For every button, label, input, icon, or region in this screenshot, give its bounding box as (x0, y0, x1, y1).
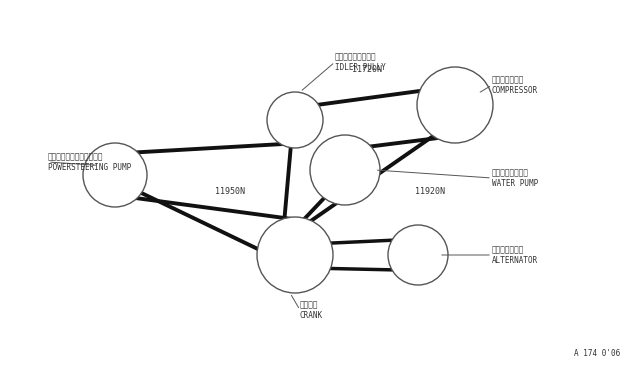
Text: アイドラープーリー: アイドラープーリー (335, 52, 376, 61)
Text: 11920N: 11920N (415, 187, 445, 196)
Circle shape (310, 135, 380, 205)
Text: パワーステアリングポンプ: パワーステアリングポンプ (48, 152, 104, 161)
Text: COMPRESSOR: COMPRESSOR (492, 86, 538, 95)
Text: 11720N: 11720N (352, 65, 382, 74)
Text: ALTERNATOR: ALTERNATOR (492, 256, 538, 265)
Text: 11950N: 11950N (215, 187, 245, 196)
Text: ウォーターポンプ: ウォーターポンプ (492, 168, 529, 177)
Text: CRANK: CRANK (300, 311, 323, 320)
Text: A 174 0'06: A 174 0'06 (573, 349, 620, 358)
Circle shape (417, 67, 493, 143)
Circle shape (388, 225, 448, 285)
Text: WATER PUMP: WATER PUMP (492, 179, 538, 188)
Text: コンプレッサー: コンプレッサー (492, 75, 524, 84)
Circle shape (267, 92, 323, 148)
Text: オルタネーター: オルタネーター (492, 245, 524, 254)
Text: IDLER PULLY: IDLER PULLY (335, 63, 386, 72)
Circle shape (257, 217, 333, 293)
Text: POWERSTEERING PUMP: POWERSTEERING PUMP (48, 163, 131, 172)
Text: クランク: クランク (300, 300, 319, 309)
Circle shape (83, 143, 147, 207)
